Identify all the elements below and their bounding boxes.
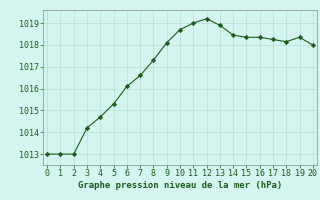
X-axis label: Graphe pression niveau de la mer (hPa): Graphe pression niveau de la mer (hPa) [78,181,282,190]
